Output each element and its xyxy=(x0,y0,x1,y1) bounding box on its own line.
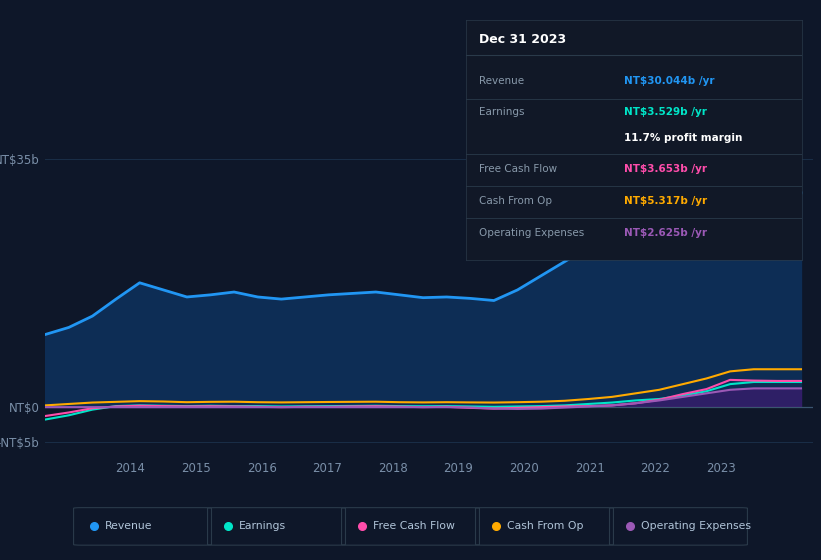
Text: Earnings: Earnings xyxy=(239,521,287,531)
Text: Free Cash Flow: Free Cash Flow xyxy=(373,521,455,531)
Text: NT$30.044b /yr: NT$30.044b /yr xyxy=(624,76,714,86)
Text: Revenue: Revenue xyxy=(105,521,153,531)
Text: Earnings: Earnings xyxy=(479,108,525,117)
Text: Free Cash Flow: Free Cash Flow xyxy=(479,164,557,174)
Text: NT$5.317b /yr: NT$5.317b /yr xyxy=(624,197,707,207)
Text: Operating Expenses: Operating Expenses xyxy=(479,228,585,237)
Text: Revenue: Revenue xyxy=(479,76,524,86)
Text: 11.7% profit margin: 11.7% profit margin xyxy=(624,133,742,143)
Text: Cash From Op: Cash From Op xyxy=(507,521,584,531)
Text: Operating Expenses: Operating Expenses xyxy=(641,521,751,531)
Text: NT$3.529b /yr: NT$3.529b /yr xyxy=(624,108,707,117)
Text: NT$2.625b /yr: NT$2.625b /yr xyxy=(624,228,707,237)
Text: Dec 31 2023: Dec 31 2023 xyxy=(479,33,566,46)
Text: NT$3.653b /yr: NT$3.653b /yr xyxy=(624,164,707,174)
Text: Cash From Op: Cash From Op xyxy=(479,197,552,207)
